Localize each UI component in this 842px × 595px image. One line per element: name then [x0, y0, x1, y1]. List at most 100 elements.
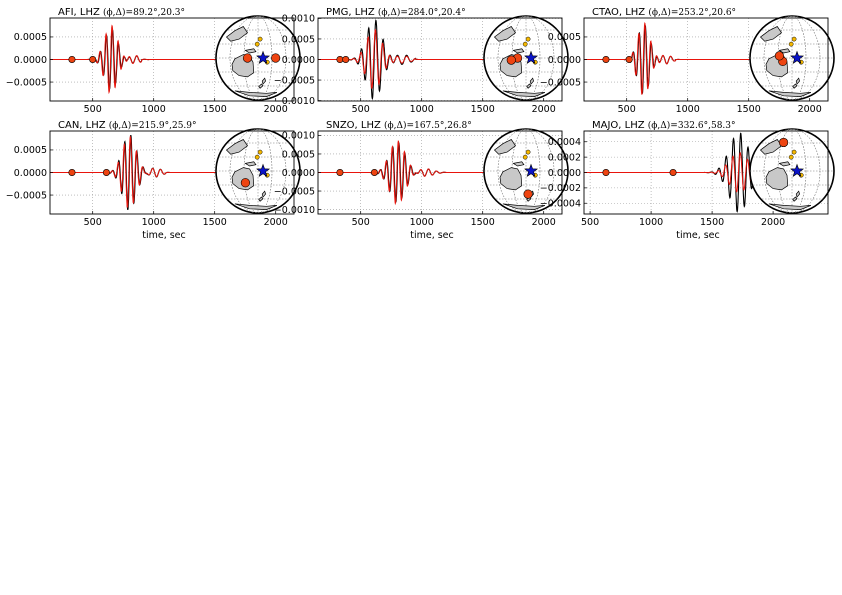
- station-marker: [774, 51, 785, 61]
- y-tick-label: 0.0000: [14, 55, 47, 66]
- arrival-marker: [336, 55, 344, 63]
- station-marker: [788, 154, 794, 160]
- station-marker: [257, 36, 263, 42]
- arrival-marker: [602, 169, 610, 177]
- landmass-shape: [499, 167, 523, 191]
- x-axis-label: time, sec: [142, 230, 186, 241]
- chart-panel-snzo: 500 1000 1500 2000 0.0010 0.0005 0.0000 −0.0005…: [274, 120, 569, 241]
- globe-inset: [483, 128, 569, 214]
- station-marker: [788, 41, 794, 47]
- y-tick-label: 0.0010: [282, 14, 315, 25]
- chart-title-math: (ϕ,Δ)=89.2°,20.3°: [103, 7, 185, 18]
- landmass-shape: [261, 77, 266, 85]
- x-tick-label: 500: [618, 104, 636, 115]
- station-marker: [242, 53, 253, 63]
- station-marker: [522, 154, 528, 160]
- x-tick-label: 500: [84, 217, 102, 228]
- landmass-shape: [258, 83, 264, 89]
- arrival-marker: [370, 169, 378, 177]
- chart-panel-can: 500 1000 1500 2000 0.0005 0.0000 −0.0005 CAN, L…: [6, 120, 301, 241]
- x-tick-label: 2000: [761, 217, 785, 228]
- x-tick-label: 2000: [264, 217, 288, 228]
- landmass-shape: [795, 190, 800, 198]
- y-tick-label: 0.0005: [282, 34, 315, 45]
- landmass-shape: [765, 167, 789, 191]
- chart-title-math: (ϕ,Δ)=253.2°,20.6°: [648, 7, 736, 18]
- station-marker: [257, 149, 263, 155]
- earthquake-star: [790, 163, 805, 178]
- y-tick-label: 0.0002: [548, 152, 581, 163]
- chart-panel-pmg: 500 1000 1500 2000 0.0010 0.0005 0.0000 −0.0005…: [274, 7, 569, 115]
- y-tick-label: −0.0005: [274, 186, 315, 197]
- chart-title: AFI, LHZ (ϕ,Δ)=89.2°,20.3°: [58, 7, 185, 18]
- x-tick-label: 500: [352, 104, 370, 115]
- landmass-shape: [493, 26, 516, 42]
- landmass-shape: [526, 83, 532, 89]
- chart-title: SNZO, LHZ (ϕ,Δ)=167.5°,26.8°: [326, 120, 472, 131]
- landmass-shape: [778, 48, 791, 54]
- y-tick-label: 0.0000: [282, 168, 315, 179]
- x-tick-label: 500: [581, 217, 599, 228]
- x-axis-label: time, sec: [676, 230, 720, 241]
- chart-title-math: (ϕ,Δ)=215.9°,25.9°: [109, 120, 197, 131]
- x-tick-label: 1000: [410, 104, 434, 115]
- y-tick-label: 0.0005: [282, 149, 315, 160]
- landmass-shape: [512, 161, 525, 167]
- y-tick-label: 0.0000: [548, 168, 581, 179]
- y-tick-label: 0.0000: [548, 55, 581, 66]
- y-tick-label: 0.0000: [14, 168, 47, 179]
- landmass-shape: [225, 139, 248, 155]
- x-tick-label: 1000: [142, 104, 166, 115]
- station-marker: [523, 189, 533, 199]
- y-tick-label: −0.0005: [6, 190, 47, 201]
- earthquake-star: [524, 163, 539, 178]
- landmass-shape: [759, 26, 782, 42]
- y-tick-label: −0.0002: [540, 183, 581, 194]
- y-tick-label: −0.0005: [6, 77, 47, 88]
- y-tick-label: −0.0004: [540, 199, 581, 210]
- landmass-shape: [795, 77, 800, 85]
- station-marker: [271, 53, 281, 63]
- chart-panel-ctao: 500 1000 1500 2000 0.0005 0.0000 −0.0005 CTAO, …: [540, 7, 835, 115]
- landmass-shape: [493, 139, 516, 155]
- station-marker: [791, 149, 797, 155]
- y-tick-label: 0.0000: [282, 55, 315, 66]
- arrival-marker: [602, 55, 610, 63]
- landmass-shape: [502, 90, 546, 97]
- x-tick-label: 1000: [676, 104, 700, 115]
- x-tick-label: 2000: [264, 104, 288, 115]
- landmass-shape: [234, 203, 278, 210]
- landmass-shape: [502, 203, 546, 210]
- y-tick-label: −0.0005: [274, 75, 315, 86]
- landmass-shape: [225, 26, 248, 42]
- chart-title: CAN, LHZ (ϕ,Δ)=215.9°,25.9°: [58, 120, 197, 131]
- station-marker: [506, 55, 516, 65]
- y-tick-label: 0.0005: [14, 145, 47, 156]
- globe-inset: [749, 15, 835, 101]
- landmass-shape: [512, 48, 525, 54]
- station-marker: [791, 36, 797, 42]
- earthquake-star: [790, 50, 805, 65]
- y-tick-label: 0.0010: [282, 131, 315, 142]
- x-tick-label: 1000: [639, 217, 663, 228]
- landmass-shape: [234, 90, 278, 97]
- x-tick-label: 500: [352, 217, 370, 228]
- landmass-shape: [792, 196, 798, 202]
- station-marker: [254, 41, 260, 47]
- station-marker: [254, 154, 260, 160]
- x-tick-label: 1500: [471, 104, 495, 115]
- x-tick-label: 1500: [203, 217, 227, 228]
- earthquake-star: [256, 50, 271, 65]
- arrival-marker: [669, 169, 677, 177]
- x-tick-label: 2000: [532, 104, 556, 115]
- arrival-marker: [89, 55, 97, 63]
- landmass-shape: [244, 161, 257, 167]
- y-tick-label: 0.0005: [14, 32, 47, 43]
- x-axis-label: time, sec: [410, 230, 454, 241]
- y-tick-label: −0.0010: [274, 96, 315, 107]
- chart-title-math: (ϕ,Δ)=332.6°,58.3°: [648, 120, 736, 131]
- y-tick-label: −0.0005: [540, 77, 581, 88]
- arrival-marker: [625, 55, 633, 63]
- station-marker: [778, 137, 789, 148]
- x-tick-label: 2000: [798, 104, 822, 115]
